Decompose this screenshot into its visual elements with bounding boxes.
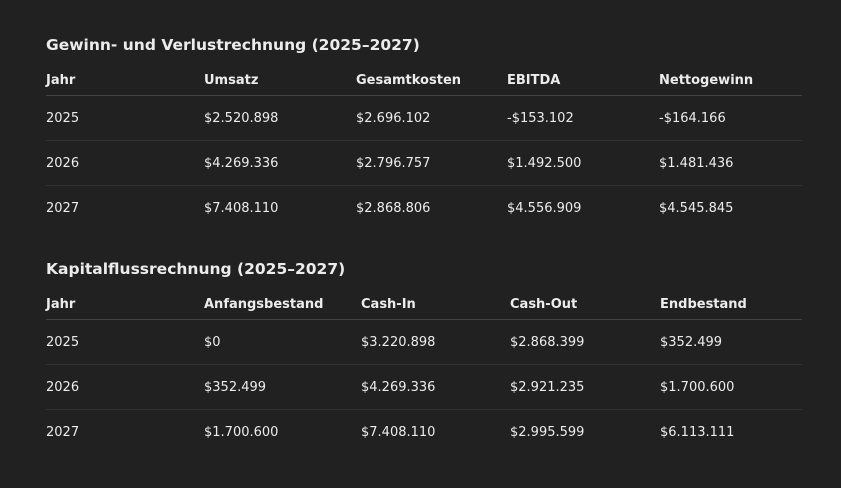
income-statement-section: Gewinn- und Verlustrechnung (2025–2027) … — [46, 35, 802, 230]
table-cell: $4.545.845 — [659, 200, 734, 216]
table-header-row: Jahr Anfangsbestand Cash-In Cash-Out End… — [46, 289, 802, 320]
table-cell: $1.700.600 — [660, 364, 802, 410]
income-statement-table: Jahr Umsatz Gesamtkosten EBITDA Nettogew… — [46, 65, 802, 230]
column-header-cash-in: Cash-In — [361, 289, 510, 320]
table-cell: 2027 — [46, 200, 80, 216]
table-row: 2026 $4.269.336 $2.796.757 $1.492.500 $1… — [46, 140, 802, 186]
table-cell: 2026 — [46, 140, 204, 186]
table-cell: $3.220.898 — [361, 319, 510, 365]
table-cell: 2025 — [46, 95, 204, 141]
column-header-net-profit: Nettogewinn — [659, 65, 802, 96]
cash-flow-title: Kapitalflussrechnung (2025–2027) — [46, 260, 346, 278]
table-cell: 2027 — [46, 424, 80, 440]
column-header-revenue: Umsatz — [204, 65, 356, 96]
column-header-total-costs: Gesamtkosten — [356, 65, 507, 96]
table-cell: $2.995.599 — [510, 424, 585, 440]
table-cell: $2.520.898 — [204, 95, 356, 141]
table-cell: 2025 — [46, 319, 204, 365]
column-header-year: Jahr — [46, 289, 204, 320]
table-cell: $4.269.336 — [204, 140, 356, 186]
cash-flow-section: Kapitalflussrechnung (2025–2027) Jahr An… — [46, 259, 802, 454]
income-statement-title: Gewinn- und Verlustrechnung (2025–2027) — [46, 36, 420, 54]
column-header-cash-out: Cash-Out — [510, 289, 660, 320]
table-cell: 2026 — [46, 364, 204, 410]
table-row: 2025 $2.520.898 $2.696.102 -$153.102 -$1… — [46, 95, 802, 141]
table-cell: $7.408.110 — [204, 200, 279, 216]
column-header-opening-balance: Anfangsbestand — [204, 289, 361, 320]
table-row: 2025 $0 $3.220.898 $2.868.399 $352.499 — [46, 319, 802, 365]
table-header-row: Jahr Umsatz Gesamtkosten EBITDA Nettogew… — [46, 65, 802, 96]
table-cell: $4.269.336 — [361, 364, 510, 410]
column-header-year: Jahr — [46, 65, 204, 96]
cash-flow-table: Jahr Anfangsbestand Cash-In Cash-Out End… — [46, 289, 802, 454]
table-cell: $2.921.235 — [510, 364, 660, 410]
table-row: 2026 $352.499 $4.269.336 $2.921.235 $1.7… — [46, 364, 802, 410]
table-cell: $1.700.600 — [204, 424, 279, 440]
column-header-closing-balance: Endbestand — [660, 289, 802, 320]
table-row: 2027 $7.408.110 $2.868.806 $4.556.909 $4… — [46, 186, 802, 231]
table-cell: $2.868.806 — [356, 200, 431, 216]
table-cell: $0 — [204, 319, 361, 365]
table-cell: $2.796.757 — [356, 140, 507, 186]
table-cell: $352.499 — [660, 319, 802, 365]
table-cell: $2.868.399 — [510, 319, 660, 365]
table-cell: $2.696.102 — [356, 95, 507, 141]
table-cell: $4.556.909 — [507, 200, 582, 216]
table-row: 2027 $1.700.600 $7.408.110 $2.995.599 $6… — [46, 410, 802, 455]
table-cell: -$153.102 — [507, 95, 659, 141]
table-cell: $1.481.436 — [659, 140, 802, 186]
column-header-ebitda: EBITDA — [507, 65, 659, 96]
table-cell: $352.499 — [204, 364, 361, 410]
table-cell: $7.408.110 — [361, 424, 436, 440]
table-cell: -$164.166 — [659, 95, 802, 141]
table-cell: $1.492.500 — [507, 140, 659, 186]
table-cell: $6.113.111 — [660, 424, 735, 440]
